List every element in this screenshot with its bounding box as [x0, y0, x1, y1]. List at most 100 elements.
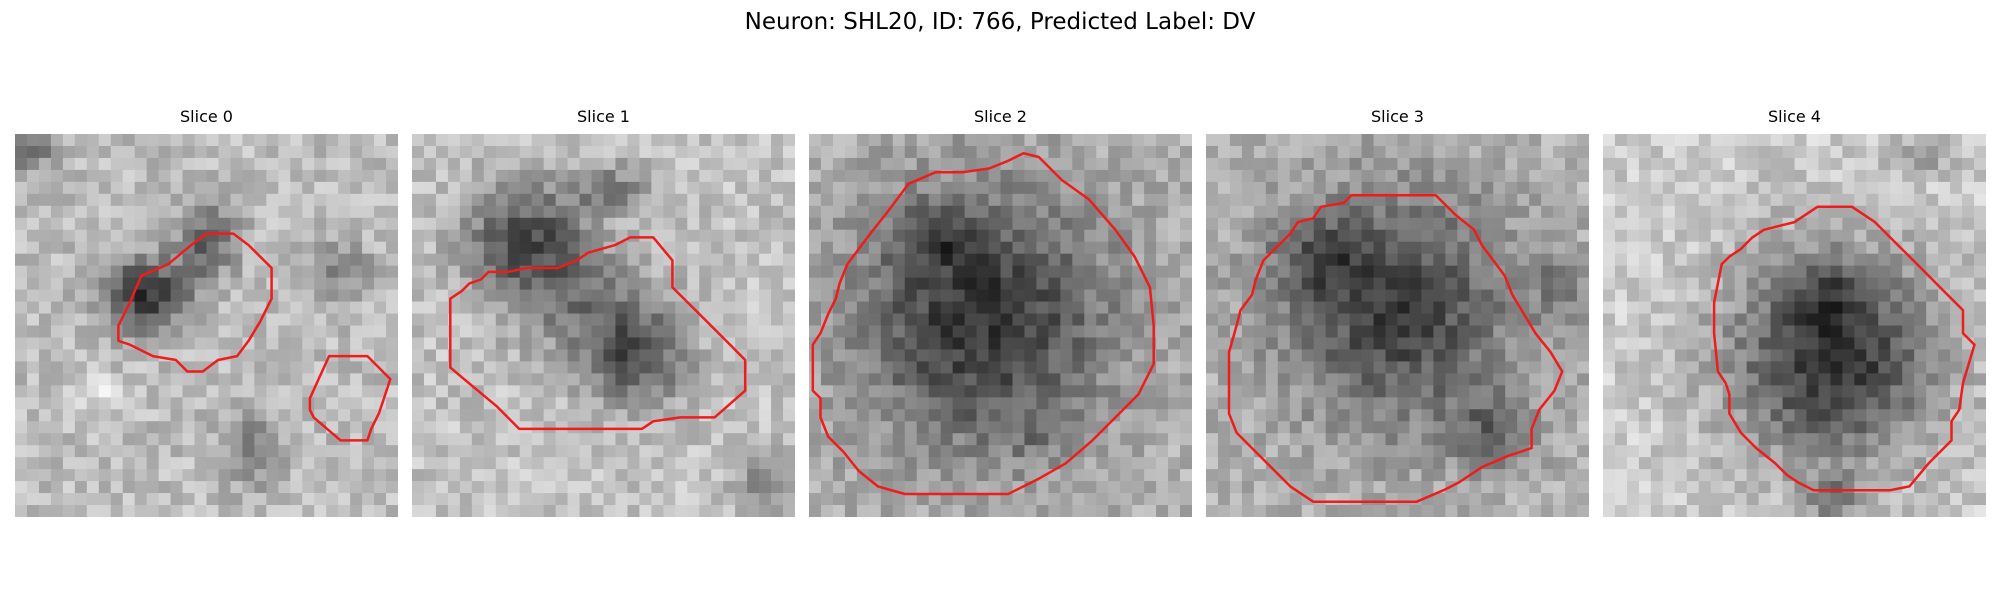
- pixel: [15, 241, 28, 255]
- pixel: [50, 265, 64, 279]
- pixel: [86, 409, 100, 422]
- pixel: [844, 421, 858, 434]
- pixel: [771, 445, 784, 458]
- pixel: [194, 481, 208, 494]
- pixel: [1698, 421, 1712, 434]
- pixel: [1974, 277, 1986, 291]
- pixel: [976, 265, 990, 279]
- pixel: [747, 181, 760, 195]
- pixel: [15, 181, 28, 195]
- pixel: [519, 169, 533, 183]
- pixel: [254, 373, 267, 386]
- pixel: [1553, 301, 1566, 315]
- pixel: [687, 217, 700, 231]
- pixel: [1132, 457, 1145, 470]
- pixel: [1614, 409, 1628, 422]
- pixel: [86, 301, 100, 315]
- pixel: [74, 277, 88, 291]
- pixel: [639, 361, 652, 374]
- pixel: [1156, 205, 1169, 219]
- pixel: [386, 181, 398, 195]
- pixel: [38, 169, 52, 183]
- pixel: [820, 385, 834, 398]
- pixel: [723, 289, 736, 303]
- pixel: [1577, 373, 1589, 386]
- pixel: [170, 325, 184, 339]
- pixel: [1277, 313, 1291, 327]
- pixel: [1409, 253, 1423, 267]
- pixel: [1794, 277, 1808, 291]
- pixel: [98, 445, 112, 458]
- pixel: [1686, 193, 1700, 207]
- pixel: [459, 265, 473, 279]
- pixel: [302, 157, 315, 171]
- pixel: [1553, 481, 1566, 494]
- pixel: [663, 193, 676, 207]
- pixel: [1650, 421, 1664, 434]
- pixel: [579, 385, 593, 398]
- pixel: [1349, 229, 1363, 243]
- pixel: [242, 421, 255, 434]
- pixel: [170, 289, 184, 303]
- pixel: [314, 205, 327, 219]
- pixel: [218, 397, 232, 410]
- pixel: [362, 493, 375, 506]
- pixel: [783, 397, 795, 410]
- pixel: [74, 433, 88, 446]
- pixel: [1132, 349, 1145, 363]
- pixel: [447, 217, 461, 231]
- pixel: [988, 289, 1002, 303]
- pixel: [1313, 289, 1327, 303]
- pixel: [543, 325, 557, 339]
- pixel: [1156, 457, 1169, 470]
- pixel: [1577, 313, 1589, 327]
- pixel: [1626, 397, 1640, 410]
- pixel: [1541, 361, 1554, 374]
- pixel: [820, 325, 834, 339]
- pixel: [820, 169, 834, 183]
- pixel: [820, 361, 834, 374]
- pixel: [1000, 385, 1014, 398]
- pixel: [1842, 241, 1855, 255]
- pixel: [940, 505, 954, 517]
- pixel: [1517, 421, 1530, 434]
- pixel: [759, 349, 772, 363]
- pixel: [880, 325, 894, 339]
- pixel: [832, 157, 846, 171]
- pixel: [1890, 361, 1903, 374]
- pixel: [423, 265, 437, 279]
- pixel: [627, 445, 641, 458]
- pixel: [74, 289, 88, 303]
- pixel: [1457, 265, 1470, 279]
- pixel: [230, 445, 244, 458]
- pixel: [1012, 373, 1026, 386]
- pixel: [459, 421, 473, 434]
- pixel: [1457, 361, 1470, 374]
- pixel: [675, 134, 688, 147]
- pixel: [1060, 253, 1073, 267]
- pixel: [952, 349, 966, 363]
- pixel: [362, 373, 375, 386]
- pixel: [50, 193, 64, 207]
- pixel: [880, 241, 894, 255]
- pixel: [158, 241, 172, 255]
- pixel: [783, 337, 795, 351]
- pixel: [1962, 145, 1975, 159]
- pixel: [711, 361, 724, 374]
- pixel: [856, 277, 870, 291]
- pixel: [1662, 229, 1676, 243]
- pixel: [423, 253, 437, 267]
- pixel: [266, 457, 279, 470]
- pixel: [1650, 229, 1664, 243]
- pixel: [1445, 217, 1458, 231]
- pixel: [880, 433, 894, 446]
- pixel: [663, 241, 676, 255]
- pixel: [904, 145, 918, 159]
- pixel: [1108, 289, 1121, 303]
- pixel: [218, 481, 232, 494]
- pixel: [1180, 289, 1192, 303]
- pixel: [675, 505, 688, 517]
- pixel: [338, 157, 351, 171]
- pixel: [1541, 469, 1554, 482]
- pixel: [1445, 349, 1458, 363]
